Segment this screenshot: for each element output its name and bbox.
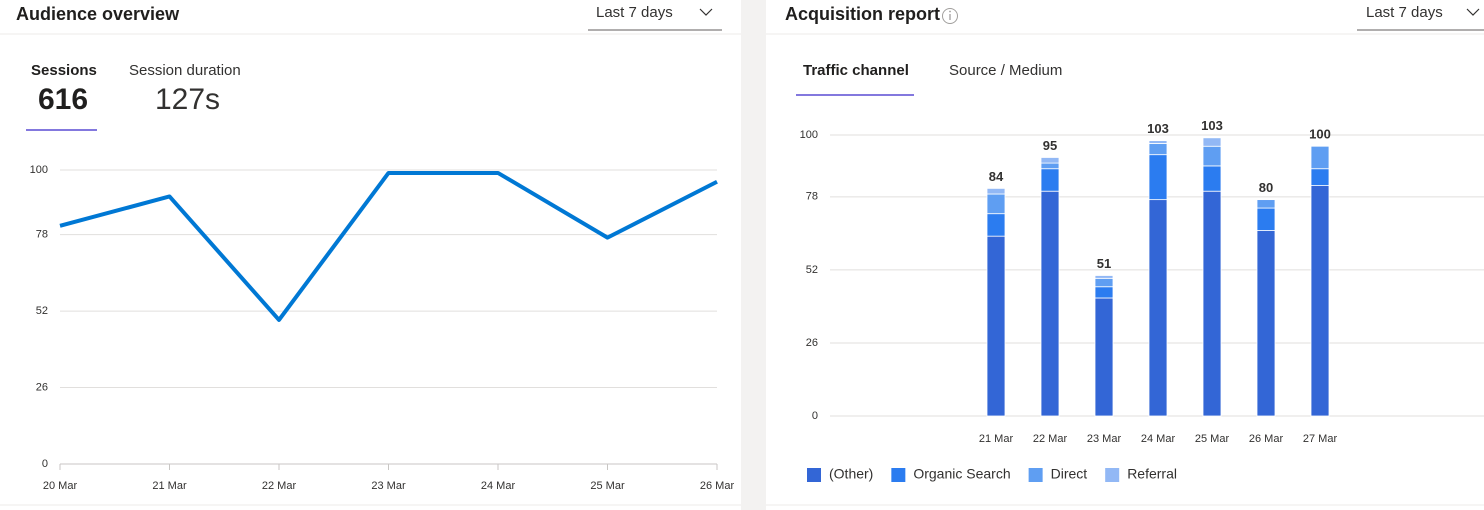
tab-underline — [796, 94, 914, 96]
x-tick-label: 26 Mar — [1249, 433, 1284, 445]
bar-segment — [1202, 165, 1222, 192]
tab-underline — [26, 129, 97, 131]
bar-segment — [1094, 275, 1114, 279]
legend-swatch — [807, 468, 821, 482]
legend-swatch — [1028, 468, 1043, 482]
y-tick-label: 26 — [806, 337, 818, 349]
total-label: 100 — [1309, 127, 1331, 142]
y-tick-label: 52 — [36, 305, 48, 317]
dropdown-label[interactable]: Last 7 days — [1366, 4, 1443, 21]
bar-segment — [1148, 154, 1168, 201]
tab-label[interactable]: Source / Medium — [949, 62, 1062, 79]
y-tick-label: 100 — [800, 129, 818, 141]
tab-label[interactable]: Traffic channel — [803, 62, 909, 79]
legend-label: (Other) — [829, 466, 873, 482]
y-tick-label: 100 — [30, 164, 48, 176]
y-tick-label: 78 — [806, 191, 818, 203]
total-label: 51 — [1097, 256, 1111, 271]
bar-segment — [1310, 168, 1330, 186]
legend-label: Direct — [1051, 466, 1088, 482]
range-dropdown[interactable]: Last 7 days — [588, 4, 722, 31]
total-label: 80 — [1259, 180, 1273, 195]
x-tick-label: 22 Mar — [1033, 433, 1068, 445]
bar-segment — [1202, 190, 1222, 417]
bar-segment — [1094, 297, 1114, 417]
bar-segment — [1094, 277, 1114, 288]
total-label: 84 — [989, 169, 1004, 184]
y-tick-label: 0 — [42, 458, 48, 470]
bar-segment — [1256, 199, 1276, 209]
chevron — [699, 8, 713, 16]
x-tick-label: 20 Mar — [43, 480, 78, 492]
x-tick-label: 23 Mar — [1087, 433, 1122, 445]
bar-segment — [1148, 143, 1168, 156]
legend-label: Referral — [1127, 466, 1177, 482]
x-tick-label: 24 Mar — [481, 480, 516, 492]
metric-value: 127s — [155, 83, 220, 116]
info-dot — [949, 10, 951, 13]
bar-segment — [986, 235, 1006, 417]
series-line — [59, 170, 718, 322]
y-tick-label: 52 — [806, 264, 818, 276]
bar-segment — [1148, 199, 1168, 417]
tab-label[interactable]: Session duration — [129, 62, 241, 79]
y-tick-label: 78 — [36, 229, 48, 241]
total-label: 103 — [1201, 118, 1223, 133]
bar-segment — [986, 187, 1006, 195]
tab-label[interactable]: Sessions — [31, 62, 97, 79]
panel-title: Acquisition report — [785, 4, 940, 24]
y-tick-label: 0 — [812, 410, 818, 422]
bar-segment — [986, 213, 1006, 237]
bar-segment — [1094, 286, 1114, 299]
total-label: 103 — [1147, 121, 1169, 136]
panel-title: Audience overview — [16, 4, 180, 24]
bar-segment — [1202, 137, 1222, 147]
legend-label: Organic Search — [913, 466, 1010, 482]
bar-segment — [1256, 207, 1276, 231]
bar-segment — [1310, 185, 1330, 417]
x-tick-label: 27 Mar — [1303, 433, 1338, 445]
x-tick-label: 25 Mar — [590, 480, 625, 492]
x-tick-label: 25 Mar — [1195, 433, 1230, 445]
bar-segment — [1040, 168, 1060, 192]
info-icon[interactable] — [942, 8, 958, 24]
x-tick-label: 21 Mar — [152, 480, 187, 492]
metric-tab[interactable]: Sessions 616 — [26, 62, 97, 131]
bar-segment — [1202, 145, 1222, 167]
range-dropdown[interactable]: Last 7 days — [1357, 4, 1484, 31]
chevron — [1466, 8, 1480, 16]
panel-divider — [741, 0, 766, 510]
legend-swatch — [891, 468, 906, 482]
bar-segment — [1310, 145, 1330, 170]
metric-value: 616 — [38, 83, 88, 116]
metric-tab[interactable]: Session duration 127s — [129, 62, 241, 116]
x-tick-label: 26 Mar — [700, 480, 735, 492]
x-tick-label: 21 Mar — [979, 433, 1014, 445]
bar-segment — [986, 193, 1006, 215]
info-circle — [942, 8, 958, 24]
dropdown-label[interactable]: Last 7 days — [596, 4, 673, 21]
legend-swatch — [1105, 468, 1120, 482]
bar-segment — [1040, 190, 1060, 417]
bar-segment — [1040, 162, 1060, 170]
y-tick-label: 26 — [36, 381, 48, 393]
total-label: 95 — [1043, 138, 1057, 153]
x-tick-label: 23 Mar — [371, 480, 406, 492]
bar-segment — [1040, 157, 1060, 164]
bar-segment — [1256, 230, 1276, 417]
x-tick-label: 22 Mar — [262, 480, 297, 492]
bar-segment — [1148, 140, 1168, 144]
x-tick-label: 24 Mar — [1141, 433, 1176, 445]
